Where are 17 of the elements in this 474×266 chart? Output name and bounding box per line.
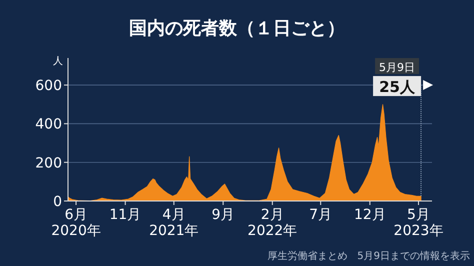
x-tick-label: 4月 2021年 [149, 207, 199, 239]
annotation: 5月9日 [379, 61, 416, 74]
x-tick-label: 12月 [354, 207, 386, 223]
y-tick-label: 400 [35, 116, 62, 133]
x-tick-label: 6月 2020年 [51, 207, 101, 239]
x-tick-label: 7月 [309, 207, 332, 223]
x-tick-label: 11月 [109, 207, 142, 223]
x-tick-label: 9月 [212, 207, 235, 223]
text: 厚生労働省まとめ 5月9日までの情報を表示 [267, 250, 470, 262]
y-tick-label: 200 [35, 155, 62, 172]
y-tick-label: 0 [53, 194, 62, 210]
annotation: 25人 [379, 78, 416, 96]
y-tick-label: 600 [35, 78, 62, 94]
x-tick-label: 2月 2022年 [248, 207, 298, 239]
y-axis-title: 人 [53, 56, 63, 67]
x-tick-label: 5月 2023年 [394, 207, 444, 239]
chart-title: 国内の死者数（１日ごと） [129, 18, 345, 39]
